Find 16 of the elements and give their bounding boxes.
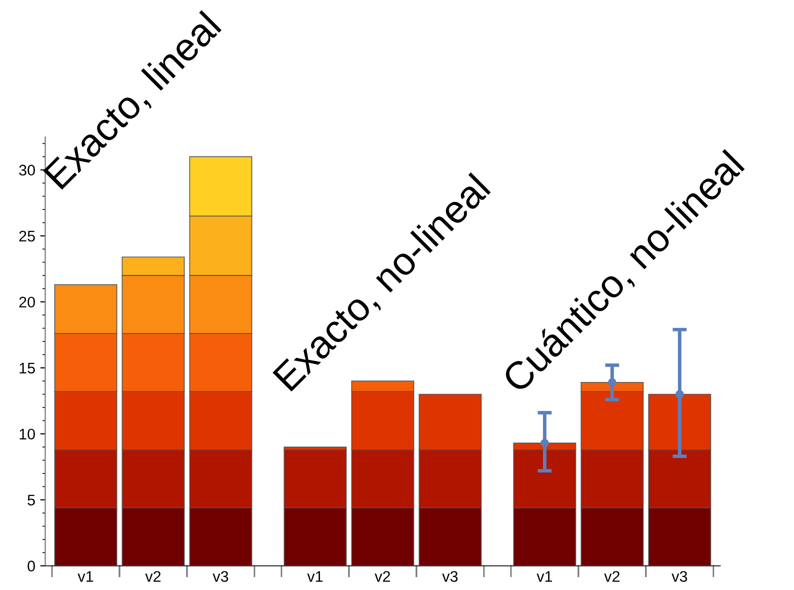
x-tick-label: v3 xyxy=(212,571,228,582)
x-tick-label: v3 xyxy=(442,571,458,582)
y-tick-label: 10 xyxy=(20,428,35,440)
y-tick-label: 15 xyxy=(20,362,35,374)
y-tick-label: 25 xyxy=(19,230,35,242)
x-tick-label: v2 xyxy=(604,571,620,582)
x-tick-label: v1 xyxy=(536,571,552,582)
y-tick-label: 0 xyxy=(28,560,35,572)
y-tick-label: 5 xyxy=(28,494,35,506)
x-tick-label: v1 xyxy=(78,571,94,582)
x-tick-label: v2 xyxy=(145,571,161,582)
x-tick-label: v3 xyxy=(672,571,688,582)
x-tick-label: v2 xyxy=(374,571,390,582)
x-tick-label: v1 xyxy=(307,571,323,582)
y-tick-label: 30 xyxy=(19,164,35,176)
y-tick-label: 20 xyxy=(19,296,35,308)
